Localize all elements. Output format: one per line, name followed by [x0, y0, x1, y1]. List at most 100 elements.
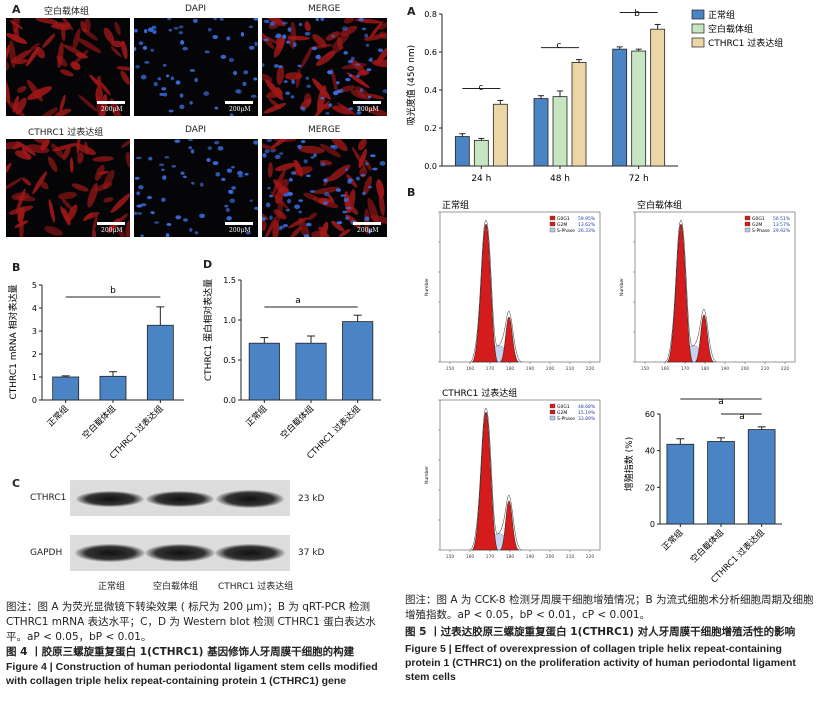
cell-mark — [267, 162, 273, 178]
nucleus-mark — [340, 194, 346, 197]
nucleus-mark — [283, 224, 288, 228]
nucleus-mark — [315, 18, 319, 22]
nucleus-mark — [331, 34, 335, 38]
nucleus-mark — [270, 149, 276, 153]
cell-mark — [276, 86, 283, 97]
bar — [99, 375, 127, 401]
nucleus-mark — [320, 96, 325, 100]
bar — [454, 136, 470, 167]
cell-mark — [19, 216, 24, 237]
cell-mark — [312, 34, 327, 47]
caption-p-values: aP < 0.05，bP < 0.01。 — [27, 631, 152, 643]
cell-mark — [48, 199, 55, 223]
micrograph-red — [6, 18, 130, 116]
nucleus-mark — [237, 174, 244, 178]
significance-label: a — [718, 397, 724, 407]
legend-label: 空白载体组 — [708, 23, 753, 35]
x-tick-label: 160 — [661, 366, 670, 372]
nucleus-mark — [244, 173, 249, 176]
cell-mark — [262, 35, 280, 45]
x-tick-label: 210 — [566, 366, 575, 372]
nucleus-mark — [342, 210, 348, 214]
nucleus-mark — [150, 211, 155, 214]
micrograph-bg — [134, 139, 258, 237]
legend-value: 33.89% — [578, 416, 596, 422]
axis-label: Number — [424, 466, 430, 484]
x-tick-label: 170 — [681, 366, 690, 372]
nucleus-mark — [175, 80, 181, 85]
cell-mark — [110, 193, 130, 213]
x-tick-label: 220 — [781, 366, 790, 372]
scale-text: 200μM — [357, 106, 379, 113]
axis-label: Number — [424, 278, 430, 296]
cell-mark — [300, 46, 313, 69]
g0g1-peak — [471, 411, 499, 551]
cell-mark — [272, 219, 280, 237]
band-label: GAPDH — [30, 548, 63, 558]
cell-mark — [375, 43, 387, 65]
nucleus-mark — [151, 29, 157, 34]
x-tick-label: 170 — [486, 366, 495, 372]
nucleus-mark — [138, 41, 144, 46]
caption-note: 图注：图 A 为 CCK-8 检测牙周膜干细胞增殖情况；B 为流式细胞术分析细胞… — [405, 594, 814, 621]
cell-mark — [26, 79, 43, 102]
nucleus-mark — [163, 63, 167, 67]
nucleus-mark — [263, 38, 269, 42]
y-tick-label: 1 — [32, 373, 37, 382]
nucleus-mark — [158, 163, 165, 167]
y-tick-label: 0.5 — [223, 356, 236, 365]
nucleus-mark — [349, 59, 354, 63]
cell-mark — [327, 194, 335, 204]
flow-histogram: Number 150 160 170 180 190 200 210 220 CTHRC1 过表达… — [410, 386, 610, 576]
nucleus-mark — [370, 154, 376, 158]
nucleus-mark — [146, 195, 153, 200]
significance-label: c — [557, 41, 562, 51]
nucleus-mark — [134, 211, 138, 216]
bar — [295, 342, 327, 401]
bar — [492, 103, 508, 167]
bar — [571, 62, 587, 167]
cell-mark — [341, 63, 367, 70]
nucleus-mark — [226, 36, 231, 41]
legend-label: G2M — [752, 222, 762, 228]
cell-mark — [71, 183, 89, 192]
cell-mark — [40, 139, 50, 151]
y-tick-label: 4 — [32, 304, 37, 313]
x-tick-label: 正常组 — [45, 403, 71, 429]
g0g1-peak — [666, 223, 694, 363]
cell-mark — [311, 230, 322, 237]
nucleus-mark — [168, 109, 174, 113]
legend-value: 13.57% — [773, 222, 791, 228]
cell-mark — [92, 156, 114, 162]
y-tick-label: 0 — [650, 520, 655, 529]
cell-mark — [339, 25, 358, 37]
cell-mark — [262, 73, 273, 82]
nucleus-mark — [151, 25, 157, 29]
nucleus-mark — [324, 192, 330, 197]
legend-label: S-Phase — [557, 416, 575, 422]
nucleus-mark — [182, 218, 189, 222]
scale-bar — [225, 222, 253, 225]
cell-mark — [92, 214, 98, 235]
cell-mark — [77, 38, 102, 53]
cell-mark — [116, 213, 129, 224]
cell-mark — [331, 139, 348, 152]
y-tick-label: 0.0 — [424, 162, 437, 171]
cell-mark — [316, 103, 323, 114]
nucleus-mark — [297, 144, 303, 149]
cell-mark — [40, 181, 49, 190]
panel-letter: B — [12, 261, 21, 274]
cell-mark — [263, 102, 287, 114]
flow-histogram: Number 150 160 170 180 190 200 210 220 正常组 G0G1 59.… — [410, 198, 610, 388]
scale-text: 200μM — [357, 227, 379, 234]
legend-value: 56.51% — [773, 216, 791, 222]
merge-label: MERGE — [308, 4, 341, 14]
nucleus-mark — [175, 215, 182, 220]
nucleus-mark — [171, 165, 176, 168]
nucleus-mark — [362, 191, 366, 196]
bar — [52, 376, 80, 401]
band-size: 37 kD — [298, 548, 325, 558]
cell-mark — [110, 46, 122, 57]
cell-mark — [378, 192, 385, 216]
nucleus-mark — [214, 140, 220, 145]
